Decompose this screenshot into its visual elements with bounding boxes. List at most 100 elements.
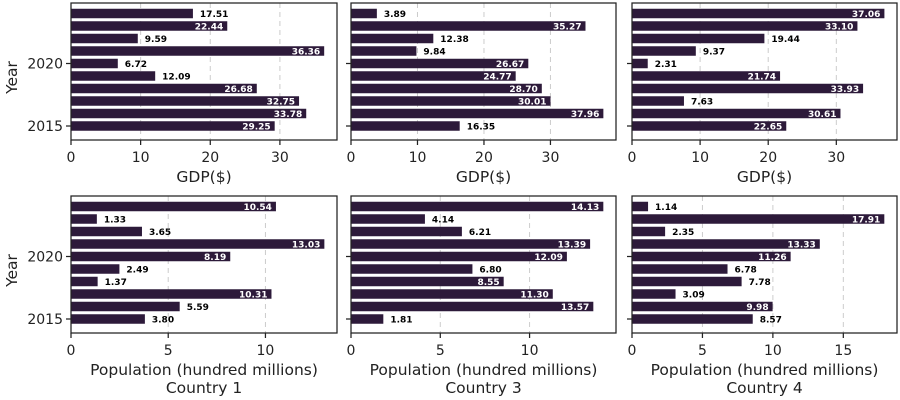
bar-2015 — [632, 314, 753, 324]
value-label-2015: 3.80 — [152, 315, 174, 325]
bar-2022 — [71, 33, 138, 44]
x-tick-label: 10 — [521, 343, 539, 359]
bar-2015 — [632, 121, 787, 131]
x-axis-label: Population (hundred millions) — [651, 361, 879, 379]
x-axis-label: GDP($) — [456, 168, 511, 186]
y-axis-label: Year — [3, 253, 21, 287]
bar-2017 — [351, 289, 553, 299]
value-label-2021: 9.37 — [703, 47, 725, 57]
value-label-2019: 6.80 — [479, 265, 501, 275]
x-tick-label: 10 — [409, 150, 427, 166]
x-axis-label: GDP($) — [737, 168, 792, 186]
value-label-2020: 8.19 — [204, 253, 226, 263]
value-label-2022: 3.65 — [149, 228, 171, 238]
x-axis-label: Population (hundred millions) — [90, 361, 318, 379]
bar-2018 — [632, 83, 864, 94]
bar-2017 — [71, 289, 272, 299]
value-label-2022: 6.21 — [469, 228, 491, 238]
bar-2015 — [71, 314, 145, 324]
bar-2022 — [632, 33, 765, 44]
x-tick-label: 5 — [164, 343, 173, 359]
bar-2020 — [632, 58, 648, 69]
bar-2021 — [632, 46, 696, 56]
plot-frame — [70, 2, 338, 141]
bar-2019 — [71, 71, 156, 81]
x-tick-label: 0 — [67, 343, 76, 359]
value-label-2019: 24.77 — [483, 72, 511, 82]
panel-2: 16.35 37.96 30.01 28.70 24.77 26.67 9.84 12.38 3… — [346, 2, 617, 186]
value-label-2024: 3.89 — [384, 10, 406, 20]
x-tick-label: 10 — [691, 150, 709, 166]
bar-2024 — [351, 201, 604, 212]
value-label-2016: 5.59 — [187, 303, 209, 313]
value-label-2018: 26.68 — [224, 85, 252, 95]
bar-2019 — [632, 264, 728, 274]
value-label-2015: 29.25 — [242, 122, 270, 132]
bar-2015 — [351, 314, 384, 324]
bar-2019 — [71, 264, 120, 274]
plot-frame — [631, 195, 898, 334]
value-label-2019: 12.09 — [162, 72, 190, 82]
value-label-2021: 13.03 — [292, 240, 320, 250]
value-label-2017: 30.01 — [518, 97, 546, 107]
x-tick-label: 30 — [271, 150, 289, 166]
value-label-2021: 36.36 — [292, 47, 320, 57]
value-label-2021: 13.33 — [787, 240, 815, 250]
value-label-2016: 30.61 — [808, 110, 836, 120]
value-label-2017: 32.75 — [267, 97, 295, 107]
bar-2020 — [351, 251, 567, 262]
x-tick-label: 0 — [67, 150, 76, 166]
y-tick-label: 2020 — [27, 250, 63, 266]
bar-2021 — [632, 239, 820, 249]
bar-2017 — [632, 96, 684, 106]
value-label-2020: 11.26 — [758, 253, 786, 263]
value-label-2018: 33.93 — [831, 85, 859, 95]
value-label-2020: 6.72 — [125, 60, 147, 70]
bar-2022 — [351, 226, 462, 237]
value-label-2017: 11.30 — [520, 290, 548, 300]
bar-2018 — [351, 83, 542, 94]
value-label-2016: 33.78 — [274, 110, 302, 120]
y-tick-label: 2020 — [27, 57, 63, 73]
value-label-2018: 1.37 — [105, 278, 127, 288]
bar-2016 — [632, 301, 773, 312]
value-label-2024: 17.51 — [200, 10, 228, 20]
value-label-2016: 9.98 — [746, 303, 768, 313]
value-label-2024: 37.06 — [852, 10, 880, 20]
country-label: Country 3 — [445, 379, 521, 397]
value-label-2015: 1.81 — [390, 315, 412, 325]
bar-2024 — [351, 8, 377, 19]
x-tick-label: 0 — [347, 343, 356, 359]
value-label-2017: 7.63 — [691, 97, 713, 107]
x-tick-label: 10 — [257, 343, 275, 359]
value-label-2023: 4.14 — [432, 215, 454, 225]
bar-2023 — [632, 214, 885, 224]
x-tick-label: 20 — [475, 150, 493, 166]
x-tick-label: 0 — [628, 150, 637, 166]
bar-2023 — [632, 21, 858, 31]
value-label-2019: 6.78 — [735, 265, 757, 275]
plot-frame — [70, 195, 338, 334]
bar-2021 — [351, 46, 417, 56]
value-label-2019: 21.74 — [748, 72, 776, 82]
y-tick-label: 2015 — [27, 312, 63, 328]
value-label-2017: 3.09 — [683, 290, 705, 300]
bar-2019 — [632, 71, 781, 81]
value-label-2021: 9.84 — [423, 47, 445, 57]
x-axis-label: GDP($) — [176, 168, 231, 186]
value-label-2022: 2.35 — [672, 228, 694, 238]
value-label-2024: 1.14 — [655, 203, 677, 213]
value-label-2018: 7.78 — [749, 278, 771, 288]
bar-2024 — [632, 201, 649, 212]
bar-2020 — [351, 58, 529, 69]
bar-2016 — [71, 301, 180, 312]
bar-2015 — [71, 121, 275, 131]
value-label-2023: 33.10 — [825, 22, 853, 32]
bar-2016 — [351, 301, 594, 312]
x-tick-label: 10 — [764, 343, 782, 359]
bar-2015 — [351, 121, 460, 131]
bar-2018 — [351, 276, 504, 287]
bar-2018 — [71, 276, 98, 287]
bar-2023 — [351, 214, 425, 224]
